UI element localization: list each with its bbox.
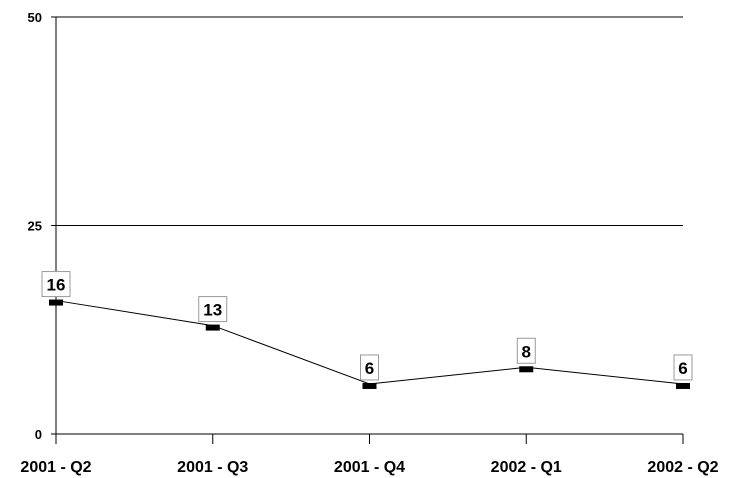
data-label-box: [360, 354, 379, 381]
data-point-marker: [49, 299, 63, 306]
gridlines: [56, 16, 683, 226]
data-label: 16: [47, 276, 66, 295]
x-tick-label: 2001 - Q2: [20, 459, 91, 476]
data-label: 8: [522, 342, 531, 361]
series: [49, 299, 690, 389]
y-tick-label: 50: [28, 10, 42, 25]
data-point-marker: [362, 382, 377, 389]
axes: [51, 16, 684, 444]
data-point-marker: [519, 366, 534, 373]
y-tick-label: 0: [35, 427, 42, 442]
data-label-box: [516, 337, 536, 364]
x-tick-label: 2001 - Q3: [177, 459, 248, 476]
data-labels: 16 13 6 8 6: [41, 271, 693, 381]
y-tick-labels: 0 25 50: [28, 10, 42, 442]
data-point-marker: [676, 382, 690, 389]
data-label: 13: [203, 301, 222, 320]
data-label-box: [673, 354, 693, 381]
data-label-box: [41, 271, 71, 298]
x-tick-label: 2002 - Q1: [491, 459, 562, 476]
data-point-marker: [205, 324, 220, 331]
data-label: 6: [678, 359, 687, 378]
x-tick-label: 2002 - Q2: [647, 459, 718, 476]
data-label-box: [198, 296, 228, 323]
x-tick-labels: 2001 - Q2 2001 - Q3 2001 - Q4 2002 - Q1 2002…: [20, 459, 718, 476]
x-tick-label: 2001 - Q4: [334, 459, 405, 476]
data-label: 6: [365, 359, 374, 378]
y-tick-label: 25: [28, 219, 42, 234]
